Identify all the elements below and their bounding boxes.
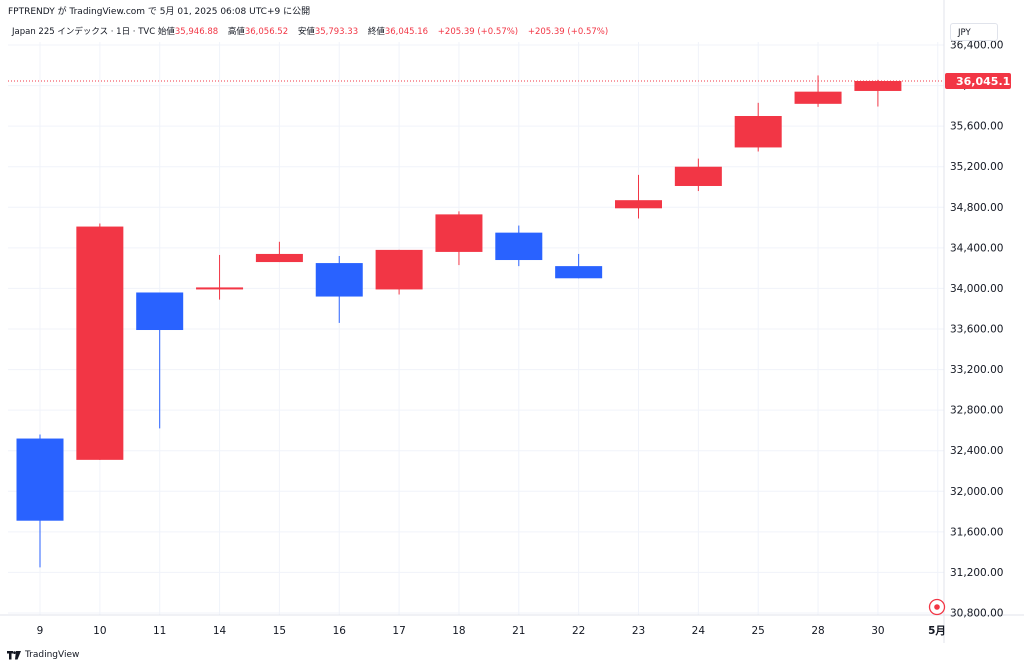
symbol-label[interactable]: Japan 225 インデックス · 1日 · TVC	[12, 27, 156, 37]
last-price-value: 36,045.16	[956, 75, 1018, 88]
time-tick-label: 23	[632, 625, 645, 637]
candle-body	[16, 438, 64, 521]
time-tick-label: 17	[392, 625, 405, 637]
candle-21[interactable]	[495, 225, 543, 267]
candle-body	[196, 287, 244, 290]
price-tick-label: 31,200.00	[950, 567, 1003, 579]
change-value: +205.39 (+0.57%)	[437, 27, 519, 37]
candle-23[interactable]	[615, 174, 662, 219]
price-tick-label: 34,400.00	[950, 242, 1003, 254]
open-label: 始値	[157, 27, 175, 37]
candle-17[interactable]	[375, 249, 423, 295]
time-tick-label: 25	[752, 625, 765, 637]
time-tick-label: 16	[333, 625, 347, 637]
time-tick-label: 28	[811, 625, 824, 637]
price-tick-label: 34,000.00	[950, 283, 1003, 295]
low-value: 35,793.33	[314, 27, 359, 37]
time-tick-label: 18	[452, 625, 465, 637]
high-label: 高値	[227, 27, 245, 37]
target-dot	[934, 604, 940, 610]
time-tick-label: 30	[871, 625, 884, 637]
candle-11[interactable]	[136, 292, 184, 429]
candle-body	[615, 200, 662, 209]
tradingview-icon	[7, 650, 21, 659]
price-tick-label: 35,600.00	[950, 121, 1003, 133]
time-tick-label: 22	[572, 625, 585, 637]
candle-28[interactable]	[794, 75, 842, 107]
close-value: 36,045.16	[384, 27, 429, 37]
scroll-to-realtime-icon[interactable]	[928, 598, 946, 616]
month-tick-label: 5月	[928, 625, 946, 637]
ohlc-legend: Japan 225 インデックス · 1日 · TVC 始値35,946.88 …	[12, 25, 615, 37]
price-tick-label: 32,000.00	[950, 486, 1003, 498]
price-tick-label: 32,800.00	[950, 405, 1003, 417]
time-tick-label: 24	[692, 625, 706, 637]
candles	[16, 75, 902, 568]
price-tick-label: 34,800.00	[950, 202, 1003, 214]
candle-body	[255, 253, 303, 263]
candle-body	[136, 292, 184, 331]
price-tick-label: 30,800.00	[950, 608, 1003, 620]
price-tick-label: 33,200.00	[950, 364, 1003, 376]
time-tick-label: 9	[37, 625, 44, 637]
price-tick-label: 31,600.00	[950, 526, 1003, 538]
candle-15[interactable]	[255, 241, 303, 263]
candle-body	[435, 214, 483, 252]
time-tick-label: 14	[213, 625, 227, 637]
candle-22[interactable]	[555, 253, 603, 279]
currency-button[interactable]: JPY	[950, 23, 998, 41]
last-price-badge-bg	[945, 72, 1011, 89]
candle-body	[794, 91, 842, 104]
tradingview-logo[interactable]: TradingView	[7, 650, 79, 660]
candle-body	[76, 226, 124, 460]
low-label: 安値	[297, 27, 315, 37]
candle-body	[495, 232, 543, 261]
candle-body	[734, 116, 782, 148]
candle-9[interactable]	[16, 434, 64, 568]
price-tick-label: 32,400.00	[950, 445, 1003, 457]
candle-10[interactable]	[76, 223, 124, 460]
candle-30[interactable]	[854, 79, 902, 107]
time-tick-label: 21	[512, 625, 525, 637]
axes	[0, 0, 1024, 643]
candle-body	[555, 266, 603, 279]
price-tick-label: 36,400.00	[950, 40, 1003, 52]
change-value-secondary: +205.39 (+0.57%)	[527, 27, 609, 37]
open-value: 35,946.88	[174, 27, 219, 37]
close-label: 終値	[367, 27, 385, 37]
candle-25[interactable]	[734, 102, 782, 152]
candle-14[interactable]	[196, 254, 244, 300]
candle-body	[674, 166, 722, 186]
candle-body	[854, 80, 902, 91]
axis-labels: 36,400.0036,000.0035,600.0035,200.0034,8…	[37, 40, 1019, 638]
candle-body	[315, 263, 363, 297]
high-value: 36,056.52	[244, 27, 289, 37]
time-tick-label: 10	[93, 625, 106, 637]
candle-18[interactable]	[435, 211, 483, 266]
last-price-badge: 36,045.16	[945, 72, 1018, 89]
publisher-caption: FPTRENDY が TradingView.com で 5月 01, 2025…	[8, 7, 311, 17]
time-tick-label: 11	[153, 625, 166, 637]
candle-body	[375, 249, 423, 290]
price-tick-label: 33,600.00	[950, 324, 1003, 336]
time-tick-label: 15	[273, 625, 286, 637]
price-tick-label: 35,200.00	[950, 161, 1003, 173]
candle-16[interactable]	[315, 255, 363, 323]
brand-name: TradingView	[25, 650, 80, 660]
candle-24[interactable]	[674, 158, 722, 192]
